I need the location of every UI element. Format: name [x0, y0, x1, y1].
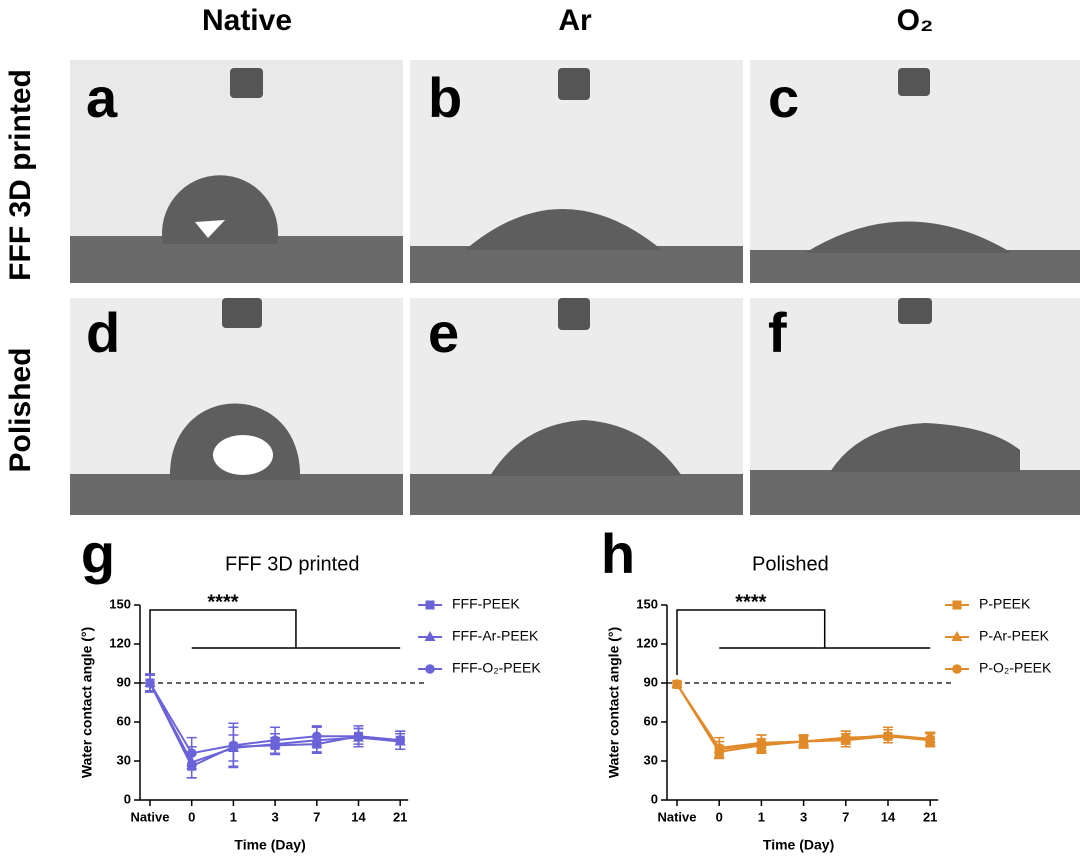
y-axis-label: Water contact angle (°)	[79, 627, 95, 778]
marker	[186, 748, 197, 758]
x-tick-label: 14	[351, 809, 366, 824]
panel-letter: h	[601, 522, 635, 585]
x-tick-label: 0	[188, 809, 195, 824]
x-tick-label: Native	[657, 809, 696, 824]
marker	[353, 731, 364, 742]
x-tick-label: 21	[393, 809, 407, 824]
panel-letter: a	[86, 66, 118, 129]
significance-bracket	[676, 609, 931, 675]
x-tick-label: 21	[923, 809, 937, 824]
significance-bracket	[149, 609, 401, 675]
y-tick-label: 0	[651, 791, 658, 806]
column-header: Ar	[558, 4, 592, 37]
legend-label: P-PEEK	[979, 596, 1031, 612]
y-axis-label: Water contact angle (°)	[606, 627, 622, 778]
marker	[395, 735, 406, 745]
x-tick-label: 0	[716, 809, 723, 824]
marker	[841, 732, 851, 743]
y-tick-label: 60	[117, 713, 131, 728]
y-tick-label: 150	[109, 596, 131, 611]
x-axis-label: Time (Day)	[763, 837, 834, 853]
x-tick-label: 7	[842, 809, 849, 824]
column-header: O₂	[897, 4, 934, 37]
column-header: Native	[202, 4, 292, 37]
y-tick-label: 120	[109, 635, 131, 650]
legend-marker	[951, 631, 963, 641]
photo-c	[750, 60, 1080, 283]
panel-letter: f	[768, 301, 787, 364]
row-header: Polished	[4, 347, 37, 472]
x-tick-label: Native	[130, 809, 169, 824]
marker	[312, 731, 322, 742]
y-tick-label: 120	[636, 635, 658, 650]
y-tick-label: 0	[124, 791, 131, 806]
legend-marker	[424, 631, 436, 641]
y-tick-label: 90	[117, 674, 131, 689]
x-tick-label: 3	[800, 809, 807, 824]
y-tick-label: 60	[644, 713, 658, 728]
y-tick-label: 30	[117, 752, 131, 767]
marker	[798, 736, 809, 747]
legend-marker	[952, 664, 962, 674]
chart-title: Polished	[752, 553, 829, 575]
photo-f	[750, 298, 1080, 515]
x-tick-label: 14	[881, 809, 896, 824]
x-axis-label: Time (Day)	[234, 837, 305, 853]
photo-a	[70, 60, 403, 283]
marker	[925, 734, 935, 744]
legend-label: P-O₂-PEEK	[979, 660, 1052, 676]
legend-marker	[952, 600, 962, 610]
marker	[756, 738, 767, 748]
y-tick-label: 30	[644, 752, 658, 767]
legend-marker	[425, 600, 435, 610]
x-tick-label: 7	[313, 809, 320, 824]
marker	[714, 743, 724, 753]
x-tick-label: 1	[230, 809, 237, 824]
legend-label: FFF-PEEK	[452, 596, 520, 612]
legend-label: FFF-Ar-PEEK	[452, 628, 539, 644]
panel-letter: d	[86, 301, 120, 364]
marker	[145, 678, 155, 688]
marker	[883, 731, 893, 742]
panel-letter: c	[768, 66, 799, 129]
photo-b	[410, 60, 743, 283]
panel-letter: g	[81, 522, 115, 585]
legend-label: P-Ar-PEEK	[979, 628, 1050, 644]
significance-label: ****	[207, 591, 238, 613]
legend-marker	[425, 664, 435, 674]
legend-label: FFF-O₂-PEEK	[452, 660, 541, 676]
panel-letter: e	[428, 301, 459, 364]
x-tick-label: 3	[271, 809, 278, 824]
row-header: FFF 3D printed	[4, 69, 37, 281]
y-tick-label: 150	[636, 596, 658, 611]
panel-letter: b	[428, 66, 462, 129]
x-tick-label: 1	[758, 809, 765, 824]
marker	[228, 740, 239, 751]
marker	[672, 679, 682, 690]
photo-e	[410, 298, 743, 515]
marker	[270, 735, 280, 745]
y-tick-label: 90	[644, 674, 658, 689]
significance-label: ****	[735, 591, 766, 613]
photo-d	[70, 298, 403, 515]
chart-title: FFF 3D printed	[225, 553, 359, 575]
